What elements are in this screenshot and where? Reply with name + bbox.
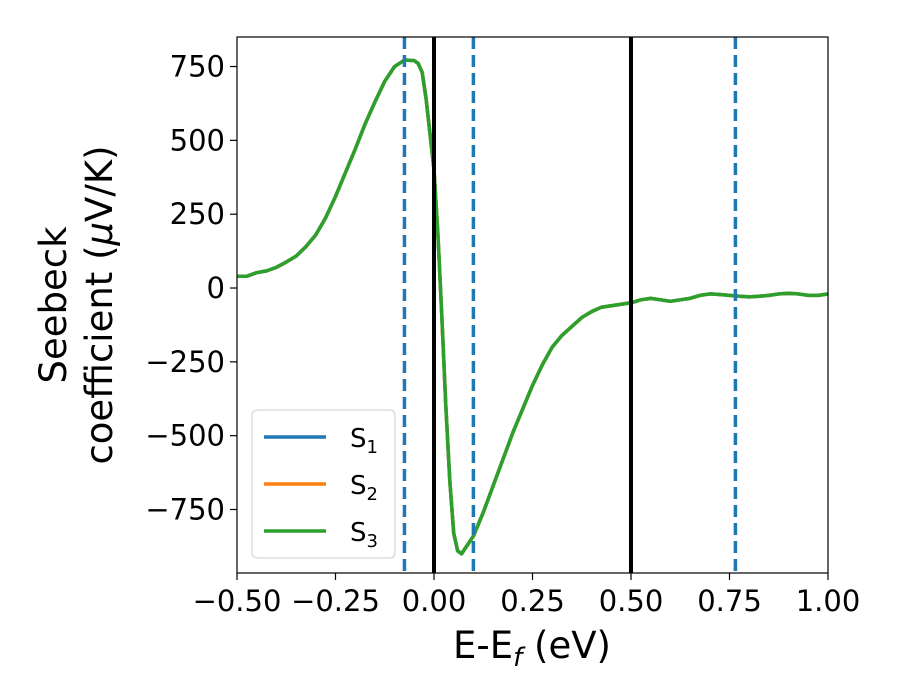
legend-label-s1: S1 (350, 424, 378, 458)
y-tick-label-4: −250 (145, 345, 225, 379)
x-tick-label-0: −0.50 (193, 584, 282, 618)
y-axis-label: Seebeck coefficient (μV/K) (32, 145, 121, 464)
series-layer (237, 58, 828, 556)
y-axis-label-line1: Seebeck (32, 226, 75, 384)
x-tick-label-2: 0.00 (402, 584, 467, 618)
y-axis-label-line2: coefficient (μV/K) (78, 145, 121, 464)
reference-lines (402, 37, 738, 573)
x-tick-label-6: 1.00 (796, 584, 861, 618)
y-tick-label-5: −500 (145, 419, 225, 453)
x-tick-label-4: 0.50 (599, 584, 664, 618)
y-axis-ticks: 750 500 250 0 −250 −500 −750 (145, 50, 237, 527)
y-tick-label-0: 750 (170, 50, 225, 84)
y-tick-label-3: 0 (207, 271, 225, 305)
legend-label-s3: S3 (350, 518, 378, 552)
x-tick-label-3: 0.25 (500, 584, 565, 618)
y-tick-label-2: 250 (170, 197, 225, 231)
x-axis-ticks: −0.50 −0.25 0.00 0.25 0.50 0.75 1.00 (193, 573, 861, 618)
x-tick-label-5: 0.75 (697, 584, 762, 618)
legend: S1 S2 S3 (251, 409, 396, 559)
legend-label-s2: S2 (350, 471, 378, 505)
y-tick-label-6: −750 (145, 493, 225, 527)
series-line-s3 (237, 58, 828, 556)
x-axis-label: E-Ef (eV) (453, 624, 611, 673)
y-tick-label-1: 500 (170, 123, 225, 157)
x-tick-label-1: −0.25 (291, 584, 380, 618)
